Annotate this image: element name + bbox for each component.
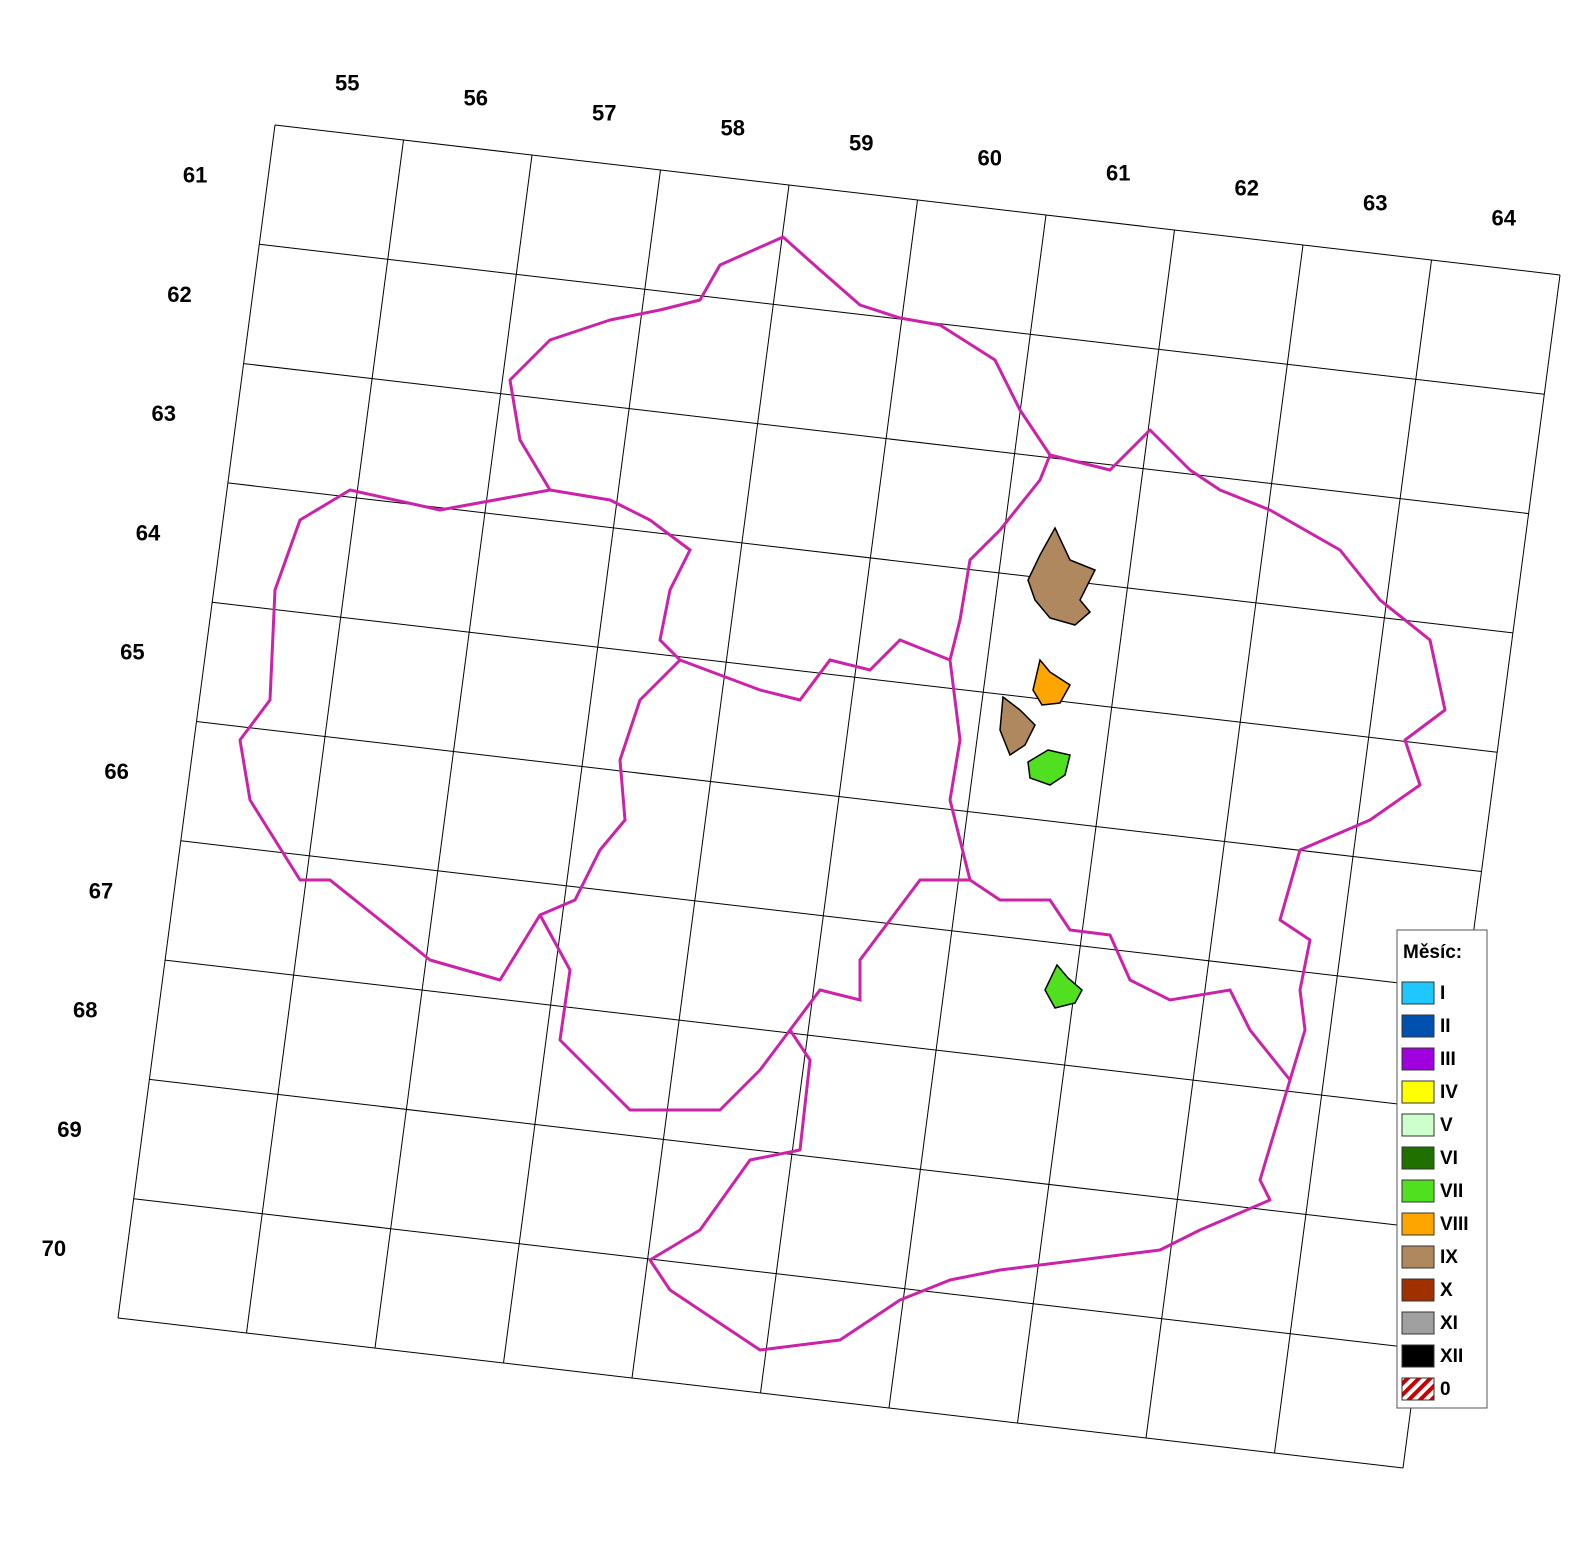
grid-line [196,721,1482,872]
grid-line [212,601,1498,753]
legend-swatch [1401,1014,1435,1038]
row-label: 70 [42,1236,66,1261]
district [999,695,1036,757]
grid-line [117,1317,1404,1469]
legend-swatch [1401,981,1435,1005]
region-outline [238,235,1447,1352]
grid-line [180,840,1466,992]
legend-label: VII [1440,1181,1463,1202]
row-label: 68 [73,998,97,1023]
row-label: 66 [104,759,128,784]
row-label: 65 [120,640,144,665]
row-label: 67 [89,878,113,903]
legend-label: I [1440,983,1445,1004]
grid-line [133,1198,1419,1350]
column-label: 64 [1492,205,1517,230]
district [1044,963,1083,1009]
legend-label: XI [1440,1313,1458,1334]
legend-label: II [1440,1016,1451,1037]
legend-label: III [1440,1049,1456,1070]
legend-label: IV [1440,1082,1458,1103]
legend-swatch [1401,1080,1435,1104]
legend-swatch [1401,1377,1435,1401]
legend-title: Měsíc: [1403,942,1462,963]
column-label: 56 [464,85,488,110]
legend-label: V [1440,1115,1453,1136]
legend-swatch [1401,1344,1435,1368]
column-label: 58 [721,115,745,140]
legend-label: XII [1440,1346,1463,1367]
legend-swatch [1401,1047,1435,1071]
legend-label: VI [1440,1148,1458,1169]
legend-label: 0 [1440,1379,1451,1400]
grid-line [149,1078,1435,1230]
district-border [539,454,1292,1081]
grid-line [243,363,1529,515]
legend-swatch [1401,1179,1435,1203]
legend-label: X [1440,1280,1453,1301]
column-label: 57 [592,100,616,125]
grid-line [227,482,1513,634]
row-label: 62 [167,282,191,307]
legend-label: VIII [1440,1214,1469,1235]
row-label: 69 [57,1117,81,1142]
legend-swatch [1401,1113,1435,1137]
row-label: 61 [183,162,207,187]
grid [117,124,1561,1469]
legend-swatch [1401,1146,1435,1170]
row-label: 64 [136,520,161,545]
highlighted-districts [999,526,1097,1009]
column-label: 60 [978,145,1002,170]
legend-label: IX [1440,1247,1458,1268]
district [1027,526,1097,626]
legend-swatch [1401,1311,1435,1335]
column-label: 62 [1235,175,1259,200]
district [1032,658,1071,706]
legend-swatch [1401,1212,1435,1236]
grid-line [274,124,1561,276]
grid-line [165,959,1451,1111]
legend-swatch [1401,1245,1435,1269]
row-label: 63 [152,401,176,426]
district [1027,749,1071,786]
column-label: 55 [335,70,359,95]
column-label: 61 [1106,160,1130,185]
column-label: 59 [849,130,873,155]
legend-swatch [1401,1278,1435,1302]
column-label: 63 [1363,190,1387,215]
